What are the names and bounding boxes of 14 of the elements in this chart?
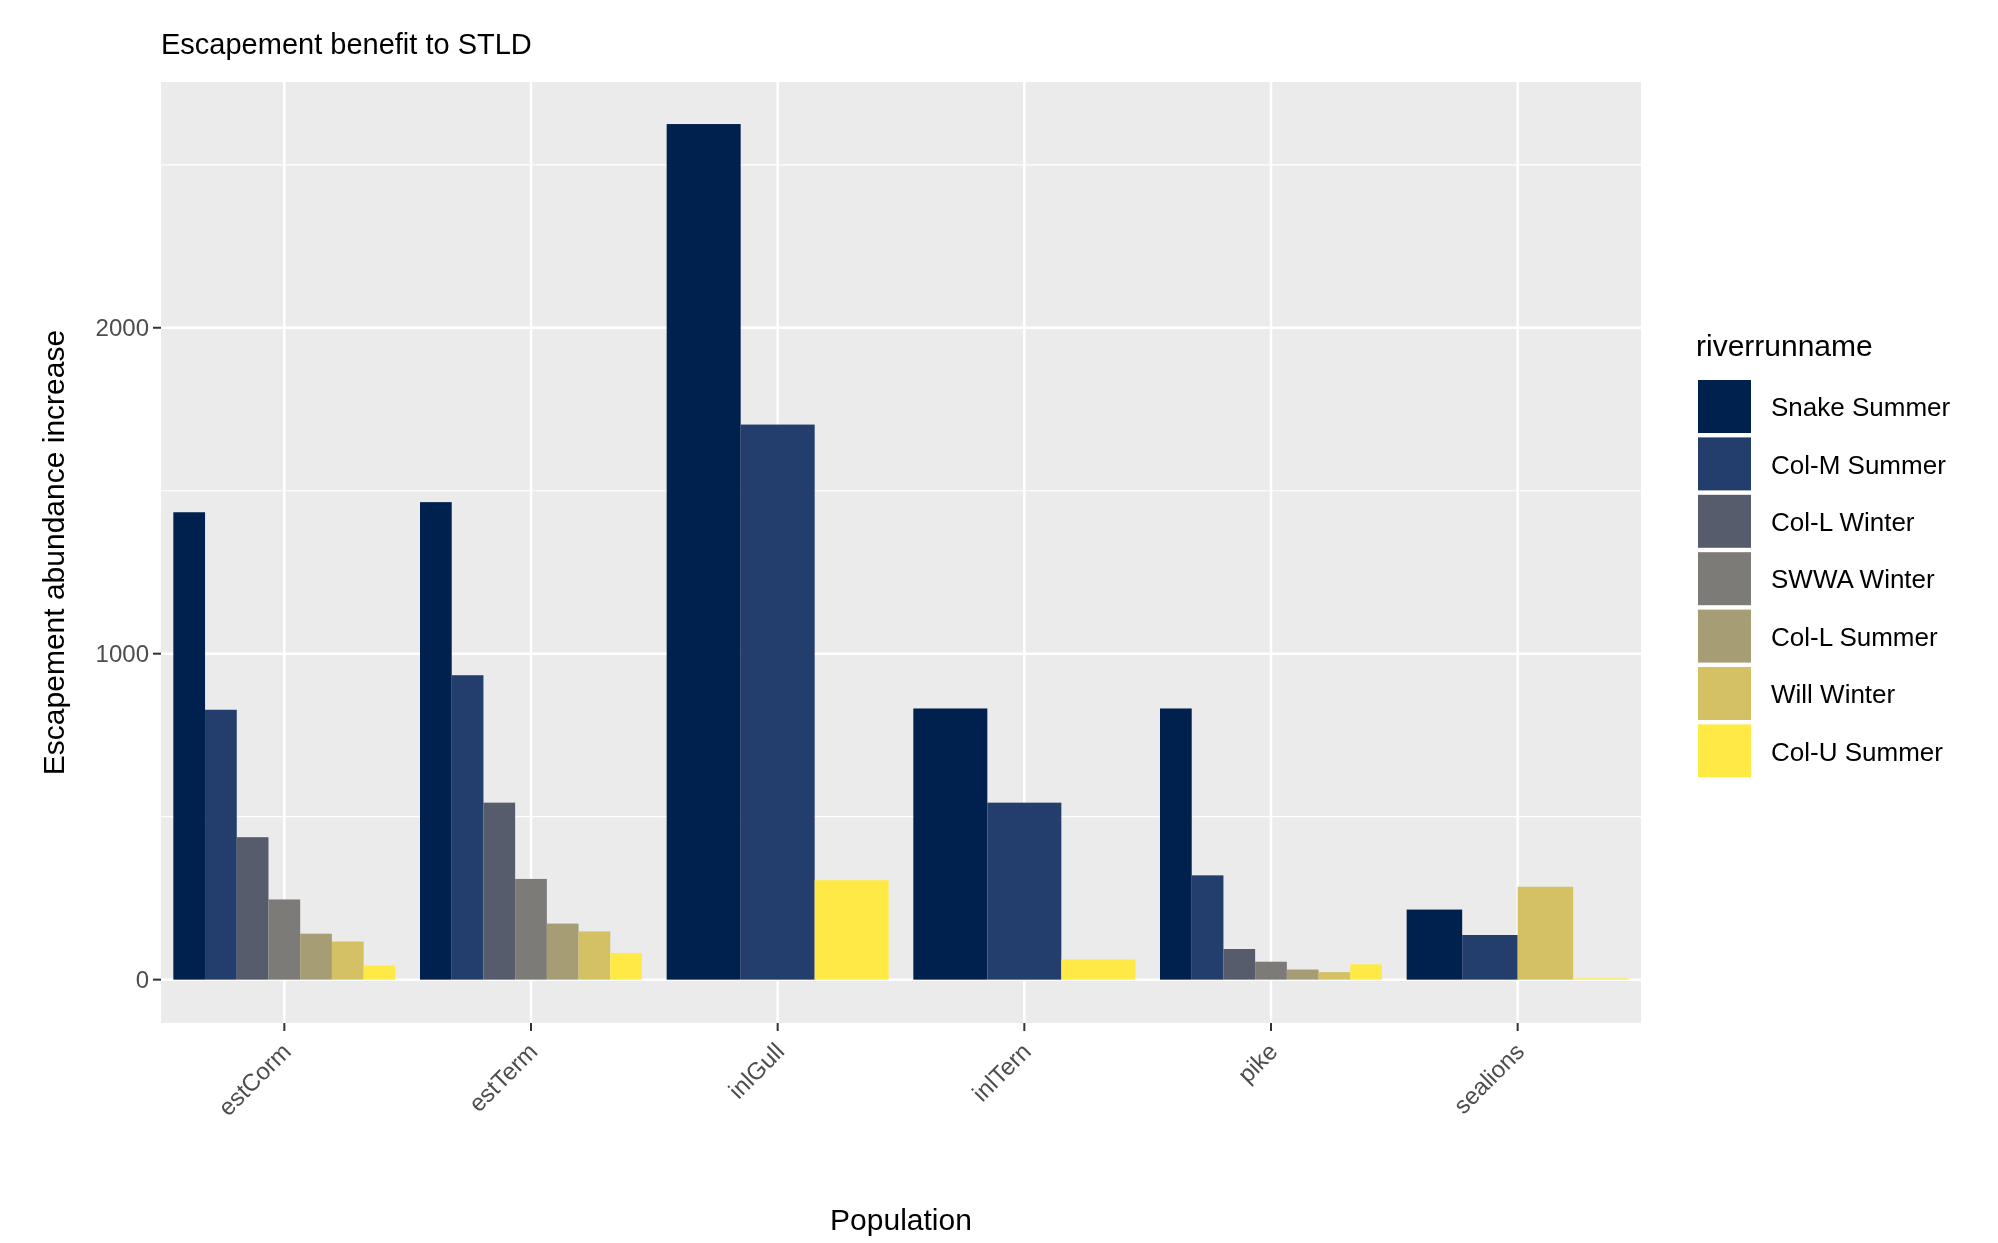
y-tick-label: 2000 [95, 314, 149, 342]
y-tick-label: 1000 [95, 640, 149, 668]
legend-label: SWWA Winter [1771, 564, 1936, 595]
y-axis-title: Escapement abundance increase [37, 329, 70, 776]
x-axis-title: Population [830, 1203, 972, 1236]
legend-title: riverrunname [1696, 329, 1873, 362]
legend-label: Will Winter [1771, 679, 1896, 710]
y-tick-label: 0 [135, 966, 149, 994]
legend-label: Col-U Summer [1771, 736, 1944, 767]
legend-label: Col-L Summer [1771, 621, 1938, 652]
legend-label: Col-L Winter [1771, 506, 1915, 537]
chart-title: Escapement benefit to STLD [161, 28, 532, 60]
legend-label: Col-M Summer [1771, 449, 1947, 480]
legend-label: Snake Summer [1771, 392, 1951, 423]
